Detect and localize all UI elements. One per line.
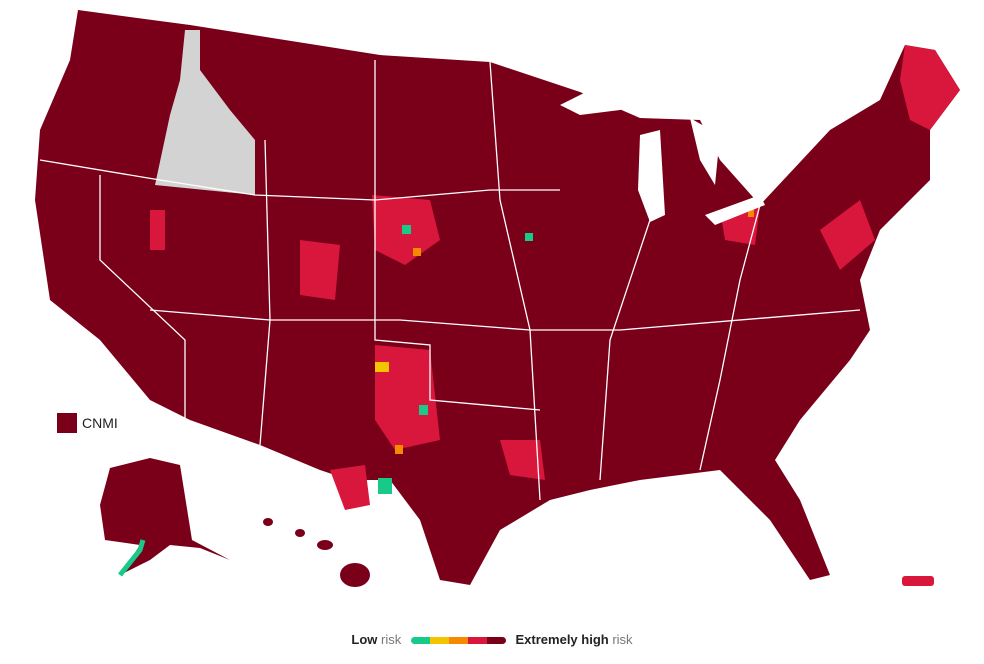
mid-county [395,445,403,454]
hawaii [340,563,370,587]
hotspot [820,200,875,270]
border [39,159,560,201]
idaho [155,30,255,195]
legend-swatch [410,637,430,645]
alaska-coast [118,539,146,577]
mid-county [748,207,754,217]
puerto-rico [902,576,934,586]
lake-michigan [638,130,665,222]
legend-high: Extremely high [515,632,609,647]
states [35,10,960,585]
border [599,219,651,481]
low-county [419,405,428,415]
hotspot [300,240,340,300]
legend-scale [410,637,506,645]
legend-low: Low [351,632,378,647]
border [99,175,186,420]
legend-swatch [429,637,449,645]
hotspot [375,345,440,450]
legend-high-suffix: risk [612,632,633,647]
maine [900,45,960,130]
hawaii [263,518,273,526]
hotspot [150,210,165,250]
lake-huron [690,118,720,185]
legend-swatch [448,637,468,645]
legend: Low risk Extremely high risk [0,632,984,647]
hotspot [500,440,545,480]
hotspot [330,465,370,510]
territory-label: CNMI [82,415,118,431]
hawaii [317,540,333,550]
border [489,61,541,501]
low-county [378,478,392,494]
border [374,60,541,411]
lower-48 [35,10,960,585]
border [149,309,861,331]
borders [39,60,861,501]
mid-county [375,362,389,372]
territory-swatch [57,413,77,433]
legend-swatch [486,637,506,645]
mid-county [413,248,421,256]
low-county [402,225,411,234]
lake-superior [560,85,650,115]
lakes [560,85,765,225]
low-county [525,233,533,241]
legend-swatch [467,637,487,645]
lake-erie [705,195,765,225]
alaska [100,458,230,575]
hawaii [295,529,305,537]
territory: CNMI [57,413,118,433]
border [699,204,761,471]
border [259,139,271,446]
legend-low-suffix: risk [381,632,402,647]
